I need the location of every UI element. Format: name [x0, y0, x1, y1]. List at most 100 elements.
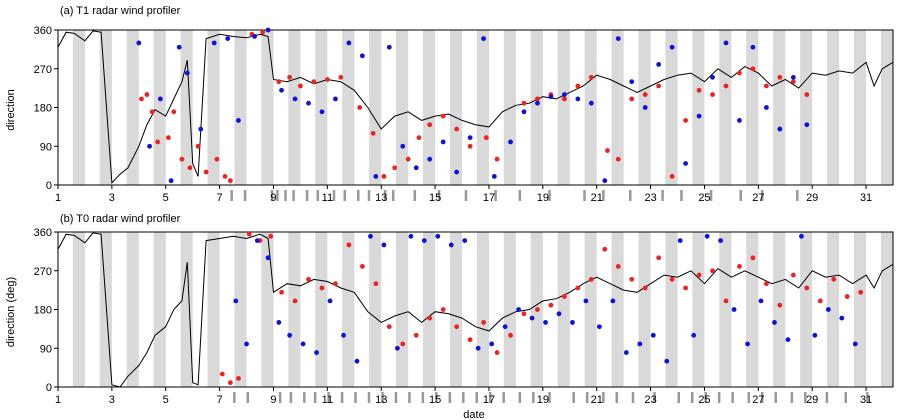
- blue-point: [368, 233, 373, 239]
- red-point: [777, 74, 783, 80]
- blue-point: [610, 298, 616, 304]
- red-point: [311, 79, 317, 85]
- blue-point: [462, 238, 468, 244]
- red-point: [629, 276, 635, 282]
- blue-point: [236, 118, 241, 123]
- blue-point: [745, 341, 750, 347]
- rain-mark: [233, 392, 236, 403]
- blue-point: [615, 36, 621, 42]
- blue-point: [287, 332, 293, 338]
- night-band: [369, 232, 382, 387]
- x-tick-label: 23: [644, 192, 656, 204]
- red-point: [844, 294, 850, 299]
- night-band: [396, 232, 409, 387]
- rain-mark: [383, 190, 387, 201]
- night-band: [719, 232, 732, 387]
- blue-point: [548, 94, 554, 100]
- blue-point: [656, 62, 662, 67]
- night-band: [207, 232, 220, 387]
- night-band: [692, 232, 705, 387]
- red-point: [683, 285, 688, 291]
- red-point: [615, 156, 621, 162]
- rain-mark: [292, 190, 295, 201]
- red-point: [696, 272, 702, 278]
- rain-mark: [796, 190, 799, 201]
- red-point: [656, 255, 662, 261]
- night-band: [773, 30, 786, 185]
- red-point: [831, 276, 837, 282]
- red-point: [669, 276, 675, 282]
- rain-mark: [327, 392, 330, 403]
- panel-a-rain-marks: [230, 190, 799, 201]
- panel-b-rain-marks: [233, 392, 869, 403]
- rain-mark: [761, 392, 764, 403]
- blue-point: [597, 324, 602, 330]
- red-point: [400, 341, 406, 347]
- red-point: [306, 276, 311, 282]
- rain-mark: [475, 392, 478, 403]
- red-point: [179, 156, 185, 162]
- rain-mark: [518, 392, 522, 403]
- blue-point: [535, 100, 540, 106]
- red-point: [750, 255, 756, 261]
- night-band: [719, 30, 732, 185]
- blue-point: [669, 44, 675, 50]
- blue-point: [244, 341, 249, 347]
- blue-point: [718, 238, 724, 244]
- red-point: [416, 135, 422, 141]
- red-point: [298, 83, 303, 89]
- rain-mark: [761, 190, 764, 201]
- red-point: [588, 74, 594, 80]
- x-tick-label: 15: [429, 192, 441, 204]
- blue-point: [381, 242, 387, 248]
- x-tick-label: 19: [537, 192, 549, 204]
- rain-mark: [790, 392, 794, 403]
- red-point: [764, 281, 769, 287]
- blue-point: [588, 100, 594, 106]
- x-tick-label: 3: [109, 192, 115, 204]
- x-tick-label: 3: [109, 394, 115, 406]
- blue-point: [233, 298, 239, 304]
- y-tick-label: 90: [40, 141, 52, 153]
- night-band: [126, 30, 139, 185]
- rain-mark: [392, 190, 395, 201]
- x-tick-label: 5: [163, 192, 169, 204]
- night-band: [476, 30, 489, 185]
- night-band: [853, 232, 867, 387]
- night-band: [207, 30, 220, 185]
- x-tick-label: 13: [375, 394, 387, 406]
- night-band: [422, 232, 436, 387]
- blue-point: [373, 173, 379, 179]
- red-point: [357, 105, 363, 110]
- blue-point: [319, 109, 325, 115]
- rain-mark: [502, 392, 505, 403]
- rain-mark: [804, 392, 807, 403]
- night-band: [153, 30, 166, 185]
- x-tick-label: 11: [322, 394, 333, 406]
- rain-mark: [572, 392, 575, 403]
- rain-mark: [680, 190, 683, 201]
- rain-mark: [690, 392, 694, 403]
- blue-point: [147, 143, 152, 149]
- blue-point: [556, 311, 562, 317]
- night-band: [853, 30, 867, 185]
- red-point: [187, 165, 193, 171]
- night-band: [342, 232, 355, 387]
- blue-point: [691, 332, 697, 338]
- red-point: [440, 307, 446, 312]
- panel-a-mean-line: [57, 30, 894, 184]
- blue-point: [529, 315, 535, 321]
- red-point: [602, 246, 608, 252]
- blue-point: [327, 298, 333, 304]
- blue-point: [570, 320, 575, 325]
- rain-mark: [825, 392, 829, 403]
- night-band: [422, 30, 436, 185]
- blue-point: [346, 40, 352, 46]
- x-tick-label: 9: [270, 192, 276, 204]
- night-band: [557, 232, 570, 387]
- blue-point: [696, 113, 702, 119]
- panel-b-x-axis-label: date: [463, 409, 484, 420]
- rain-mark: [661, 190, 664, 201]
- night-band: [692, 30, 705, 185]
